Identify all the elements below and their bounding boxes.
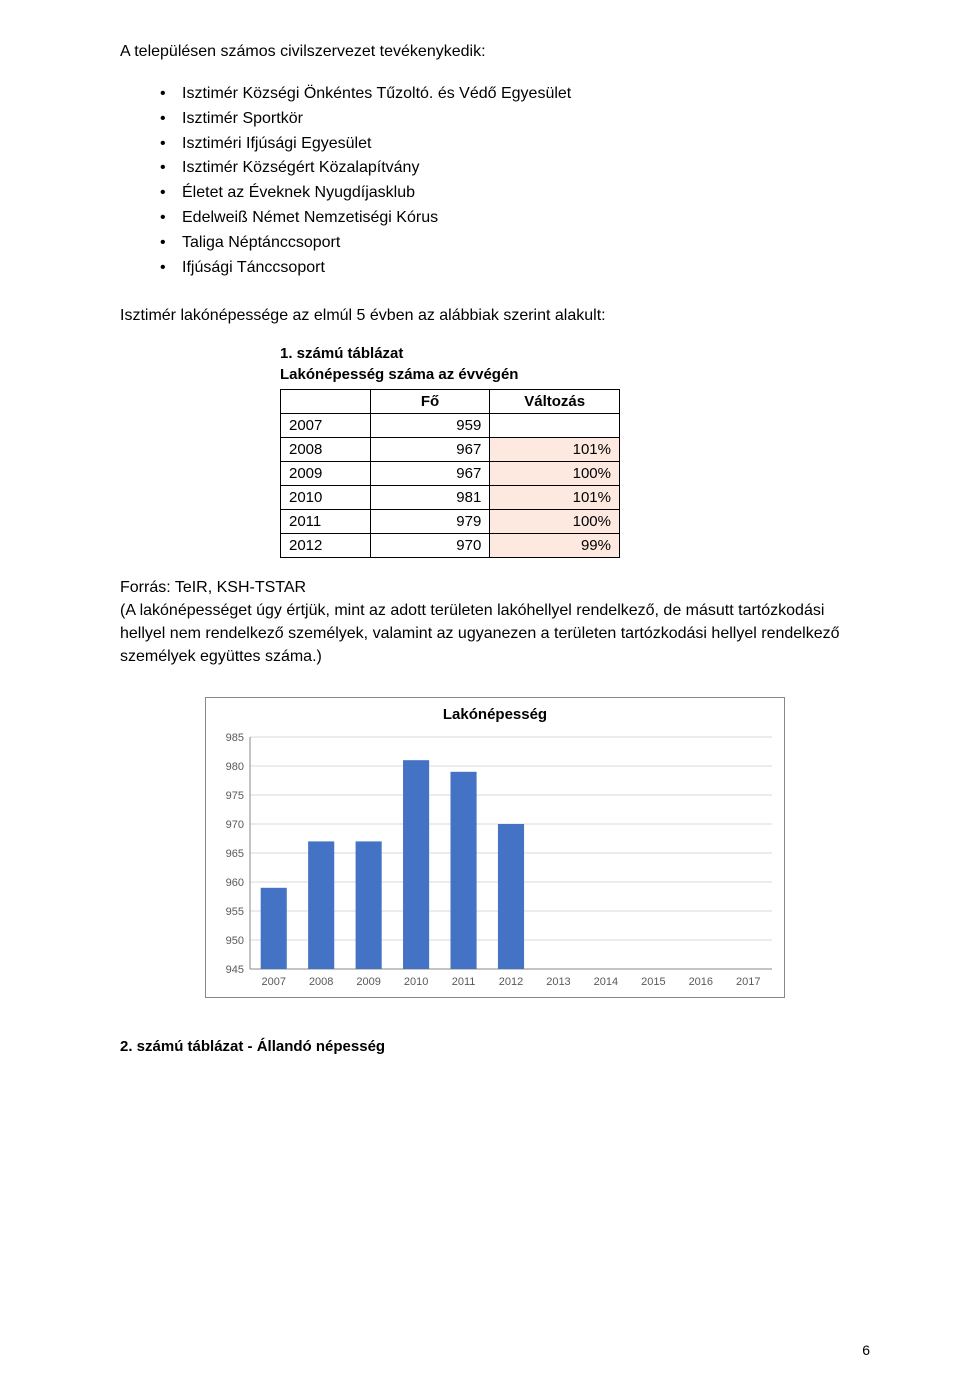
- cell-fo: 979: [370, 509, 490, 533]
- col-valtozas: Változás: [490, 389, 620, 413]
- cell-year: 2008: [281, 437, 371, 461]
- table-title-line1: 1. számú táblázat: [280, 345, 403, 362]
- table-row: 2008967101%: [281, 437, 620, 461]
- svg-text:980: 980: [226, 761, 244, 773]
- population-table-wrap: 1. számú táblázat Lakónépesség száma az …: [280, 344, 870, 558]
- table-body: 20079592008967101%2009967100%2010981101%…: [281, 413, 620, 557]
- svg-text:970: 970: [226, 819, 244, 831]
- list-item: Isztimér Sportkör: [160, 107, 870, 132]
- cell-fo: 970: [370, 533, 490, 557]
- cell-fo: 981: [370, 485, 490, 509]
- cell-year: 2012: [281, 533, 371, 557]
- list-item: Életet az Éveknek Nyugdíjasklub: [160, 181, 870, 206]
- svg-text:2010: 2010: [404, 976, 428, 988]
- cell-fo: 959: [370, 413, 490, 437]
- table-row: 2009967100%: [281, 461, 620, 485]
- section-paragraph: Isztimér lakónépessége az elmúl 5 évben …: [120, 304, 870, 328]
- cell-fo: 967: [370, 437, 490, 461]
- organizations-list: Isztimér Községi Önkéntes Tűzoltó. és Vé…: [120, 82, 870, 280]
- svg-text:955: 955: [226, 906, 244, 918]
- population-table: Fő Változás 20079592008967101%2009967100…: [280, 389, 620, 558]
- cell-change: 101%: [490, 485, 620, 509]
- list-item: Isztimér Községért Közalapítvány: [160, 156, 870, 181]
- cell-year: 2009: [281, 461, 371, 485]
- svg-text:975: 975: [226, 790, 244, 802]
- table-row: 2007959: [281, 413, 620, 437]
- cell-fo: 967: [370, 461, 490, 485]
- cell-change: 100%: [490, 461, 620, 485]
- svg-text:960: 960: [226, 877, 244, 889]
- table-row: 201297099%: [281, 533, 620, 557]
- svg-text:2012: 2012: [499, 976, 523, 988]
- svg-text:2008: 2008: [309, 976, 333, 988]
- source-paragraph: Forrás: TeIR, KSH-TSTAR(A lakónépességet…: [120, 576, 870, 669]
- list-item: Taliga Néptánccsoport: [160, 231, 870, 256]
- intro-paragraph: A településen számos civilszervezet tevé…: [120, 40, 870, 64]
- population-chart: Lakónépesség 945 950 955 960 965 970 975 980 985…: [205, 697, 785, 998]
- cell-change: [490, 413, 620, 437]
- cell-change: 101%: [490, 437, 620, 461]
- cell-change: 99%: [490, 533, 620, 557]
- list-item: Isztiméri Ifjúsági Egyesület: [160, 132, 870, 157]
- table-title: 1. számú táblázat Lakónépesség száma az …: [280, 344, 870, 385]
- svg-text:2017: 2017: [736, 976, 760, 988]
- table-title-line2: Lakónépesség száma az évvégén: [280, 366, 518, 383]
- page-number: 6: [862, 1342, 870, 1358]
- cell-year: 2011: [281, 509, 371, 533]
- svg-text:2007: 2007: [261, 976, 285, 988]
- list-item: Ifjúsági Tánccsoport: [160, 256, 870, 281]
- svg-text:2016: 2016: [689, 976, 713, 988]
- table-row: 2010981101%: [281, 485, 620, 509]
- svg-text:945: 945: [226, 964, 244, 976]
- footer-table-title: 2. számú táblázat - Állandó népesség: [120, 1038, 870, 1055]
- col-blank: [281, 389, 371, 413]
- chart-title: Lakónépesség: [206, 698, 784, 727]
- svg-text:2013: 2013: [546, 976, 570, 988]
- col-fo: Fő: [370, 389, 490, 413]
- svg-text:950: 950: [226, 935, 244, 947]
- svg-text:2014: 2014: [594, 976, 618, 988]
- chart-svg: 945 950 955 960 965 970 975 980 985 2007 2008 2009 2…: [206, 727, 784, 997]
- list-item: Edelweiß Német Nemzetiségi Kórus: [160, 206, 870, 231]
- svg-text:2011: 2011: [452, 976, 476, 988]
- cell-year: 2010: [281, 485, 371, 509]
- svg-text:2009: 2009: [356, 976, 380, 988]
- table-row: 2011979100%: [281, 509, 620, 533]
- cell-year: 2007: [281, 413, 371, 437]
- svg-text:965: 965: [226, 848, 244, 860]
- list-item: Isztimér Községi Önkéntes Tűzoltó. és Vé…: [160, 82, 870, 107]
- svg-text:2015: 2015: [641, 976, 665, 988]
- cell-change: 100%: [490, 509, 620, 533]
- svg-text:985: 985: [226, 732, 244, 744]
- table-header-row: Fő Változás: [281, 389, 620, 413]
